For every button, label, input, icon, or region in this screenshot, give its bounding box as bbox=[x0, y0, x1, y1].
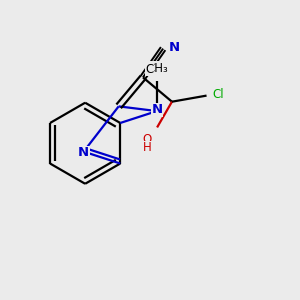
Text: N: N bbox=[169, 41, 180, 54]
Text: O: O bbox=[142, 133, 152, 146]
Text: H: H bbox=[143, 141, 152, 154]
Text: CH₃: CH₃ bbox=[146, 61, 168, 75]
Text: Cl: Cl bbox=[212, 88, 224, 101]
Text: N: N bbox=[151, 103, 162, 116]
Text: N: N bbox=[78, 146, 89, 160]
Text: C: C bbox=[146, 63, 154, 76]
